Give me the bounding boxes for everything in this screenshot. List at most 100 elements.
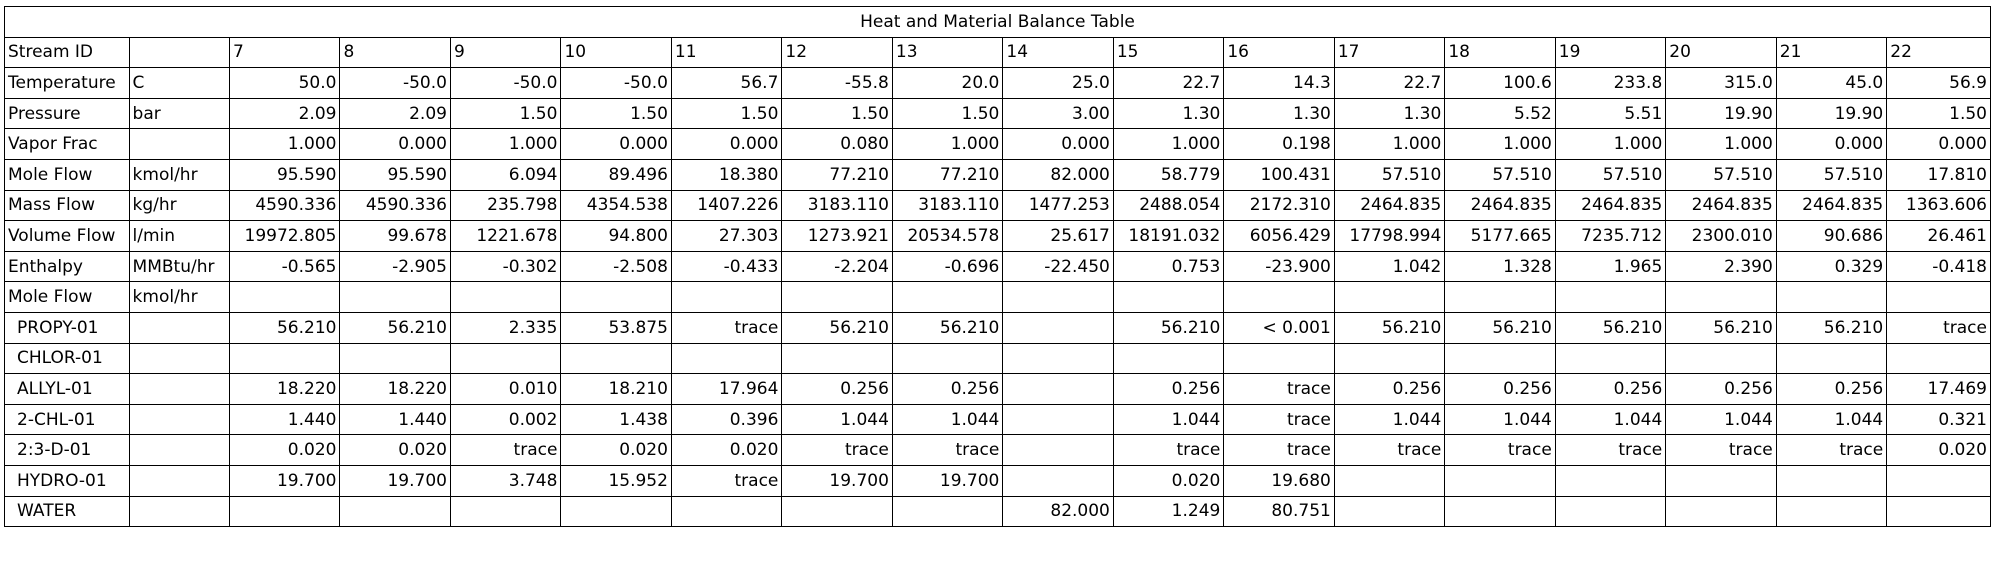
table-row: Stream ID 7 8 9 10 11 12 13 14 15 16 17 18 19 20 21 22 — [4, 36, 1991, 69]
table-cell — [1333, 464, 1446, 497]
table-cell: trace — [1223, 403, 1335, 436]
table-cell — [1444, 281, 1556, 313]
table-cell — [1002, 342, 1114, 375]
table-cell: 1.000 — [449, 128, 562, 160]
table-cell — [781, 281, 893, 313]
table-cell: trace — [781, 434, 893, 466]
table-cell: 57.510 — [1333, 158, 1446, 191]
table-cell: 19.700 — [228, 464, 341, 497]
table-cell: -50.0 — [339, 67, 451, 99]
table-cell: 1273.921 — [781, 220, 893, 252]
table-cell: 1407.226 — [670, 189, 783, 222]
table-row: PROPY-01 56.210 56.210 2.335 53.875 trace 56.2… — [4, 311, 1991, 344]
table-cell: 57.510 — [1775, 158, 1888, 191]
table-row: Pressure bar 2.09 2.09 1.50 1.50 1.50 1.50 1.50 3… — [4, 97, 1991, 130]
table-cell: 5177.665 — [1444, 220, 1556, 252]
row-label: Mole Flow — [4, 281, 130, 313]
table-cell: 17798.994 — [1333, 220, 1446, 252]
table-cell: 89.496 — [560, 158, 672, 191]
table-cell: 0.256 — [1554, 373, 1667, 405]
table-row: ALLYL-01 18.220 18.220 0.010 18.210 17.964 0.2… — [4, 373, 1991, 405]
row-unit — [128, 373, 230, 405]
table-cell: trace — [1223, 434, 1335, 466]
table-cell: 0.256 — [1444, 373, 1556, 405]
table-cell: 1.50 — [891, 97, 1004, 130]
table-cell: 2172.310 — [1223, 189, 1335, 222]
table-cell: 18.220 — [228, 373, 341, 405]
row-unit — [128, 311, 230, 344]
table-cell — [1444, 495, 1556, 528]
row-label: CHLOR-01 — [4, 342, 130, 375]
row-unit: l/min — [128, 220, 230, 252]
stream-id-cell: 11 — [670, 36, 783, 69]
table-cell: 2.09 — [228, 97, 341, 130]
table-cell: -0.418 — [1886, 250, 1991, 283]
table-cell: 0.000 — [1775, 128, 1888, 160]
table-cell: 0.256 — [1112, 373, 1225, 405]
table-cell: 0.020 — [1112, 464, 1225, 497]
table-cell — [1333, 281, 1446, 313]
table-cell — [339, 342, 451, 375]
table-cell — [1333, 495, 1446, 528]
table-cell: 1.044 — [891, 403, 1004, 436]
table-cell: 2464.835 — [1444, 189, 1556, 222]
table-cell: 0.000 — [1886, 128, 1991, 160]
table-cell: 20534.578 — [891, 220, 1004, 252]
table-row: Volume Flow l/min 19972.805 99.678 1221.678 9… — [4, 220, 1991, 252]
table-cell — [560, 281, 672, 313]
table-cell — [1002, 403, 1114, 436]
table-cell: 235.798 — [449, 189, 562, 222]
table-cell: -50.0 — [560, 67, 672, 99]
table-cell: 26.461 — [1886, 220, 1991, 252]
table-row: Vapor Frac 1.000 0.000 1.000 0.000 0.000 0.080… — [4, 128, 1991, 160]
table-cell: 0.000 — [339, 128, 451, 160]
table-cell: 1.000 — [1554, 128, 1667, 160]
table-row: WATER 82.000 1.249 80.751 — [4, 495, 1991, 528]
table-cell: 1.30 — [1333, 97, 1446, 130]
table-cell: 1.044 — [1665, 403, 1777, 436]
stream-id-cell: 17 — [1333, 36, 1446, 69]
table-cell: 1.000 — [1665, 128, 1777, 160]
table-cell — [891, 342, 1004, 375]
table-cell: -2.508 — [560, 250, 672, 283]
table-cell: 19972.805 — [228, 220, 341, 252]
table-cell: 57.510 — [1554, 158, 1667, 191]
table-cell: trace — [1886, 311, 1991, 344]
row-label: ALLYL-01 — [4, 373, 130, 405]
table-cell: 56.210 — [781, 311, 893, 344]
table-cell: 94.800 — [560, 220, 672, 252]
table-cell: 77.210 — [891, 158, 1004, 191]
row-label: Enthalpy — [4, 250, 130, 283]
table-cell: 7235.712 — [1554, 220, 1667, 252]
table-cell — [1665, 495, 1777, 528]
row-unit: kmol/hr — [128, 281, 230, 313]
table-cell: 2464.835 — [1333, 189, 1446, 222]
table-cell: 56.210 — [339, 311, 451, 344]
row-label: PROPY-01 — [4, 311, 130, 344]
row-unit: bar — [128, 97, 230, 130]
table-cell — [1444, 464, 1556, 497]
table-cell: 80.751 — [1223, 495, 1335, 528]
table-cell: 0.020 — [339, 434, 451, 466]
row-unit: C — [128, 67, 230, 99]
table-cell: -0.302 — [449, 250, 562, 283]
table-cell: trace — [891, 434, 1004, 466]
table-cell: 0.080 — [781, 128, 893, 160]
table-cell — [1223, 342, 1335, 375]
stream-id-cell: 8 — [339, 36, 451, 69]
table-cell: 5.51 — [1554, 97, 1667, 130]
table-row: Enthalpy MMBtu/hr -0.565 -2.905 -0.302 -2.508… — [4, 250, 1991, 283]
table-cell — [1002, 373, 1114, 405]
table-cell: 0.010 — [449, 373, 562, 405]
table-cell: 3.748 — [449, 464, 562, 497]
table-cell: 27.303 — [670, 220, 783, 252]
table-cell: 82.000 — [1002, 158, 1114, 191]
table-cell: 18191.032 — [1112, 220, 1225, 252]
table-cell: -2.204 — [781, 250, 893, 283]
table-cell — [781, 495, 893, 528]
row-label: Mole Flow — [4, 158, 130, 191]
table-row: 2:3-D-01 0.020 0.020 trace 0.020 0.020 trace tr… — [4, 434, 1991, 466]
table-cell: 77.210 — [781, 158, 893, 191]
table-cell: 1363.606 — [1886, 189, 1991, 222]
table-cell — [1002, 464, 1114, 497]
